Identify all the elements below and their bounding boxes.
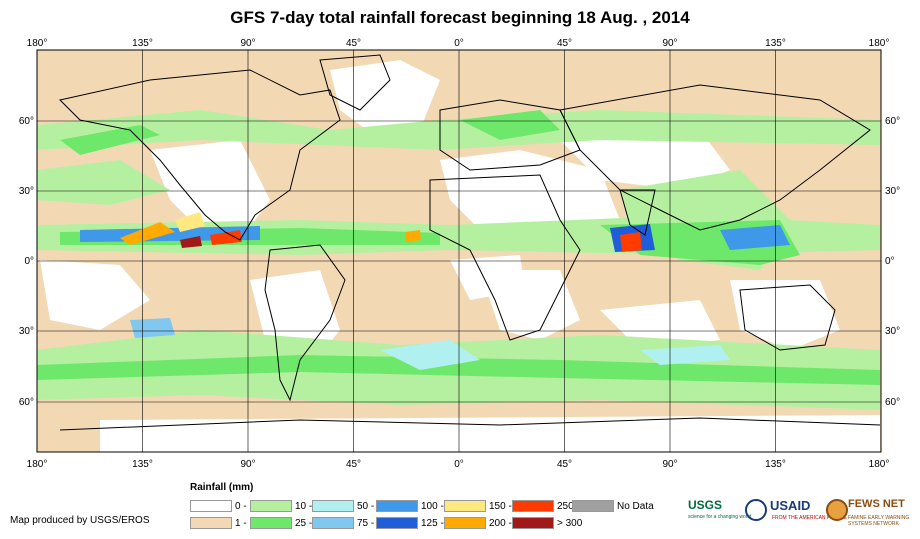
legend-swatch [190, 500, 232, 512]
legend-item: 200 - 250 [444, 517, 537, 529]
legend-item: No Data [572, 500, 665, 512]
legend-label: 50 - 75 [357, 500, 389, 512]
legend-label: > 300 [557, 517, 583, 529]
lon-tick-top: 180° [27, 38, 48, 49]
lon-tick-top: 45° [557, 38, 572, 49]
usgs-tagline: science for a changing world [688, 514, 752, 520]
legend-item: 75 - 100 [312, 517, 405, 529]
legend-label: 75 - 100 [357, 517, 394, 529]
legend-label: 200 - 250 [489, 517, 532, 529]
lon-tick-bottom: 90° [240, 459, 255, 470]
legend-item: 100 - 125 [376, 500, 469, 512]
legend-swatch [444, 517, 486, 529]
legend-swatch [572, 500, 614, 512]
lat-tick-right: 60° [885, 397, 900, 408]
legend-item: 150 - 200 [444, 500, 537, 512]
legend-label: 100 - 125 [421, 500, 464, 512]
legend-item: 10 - 25 [250, 500, 343, 512]
legend-swatch [376, 517, 418, 529]
lon-tick-bottom: 45° [346, 459, 361, 470]
legend-item: 50 - 75 [312, 500, 405, 512]
map-credit: Map produced by USGS/EROS [10, 515, 150, 526]
legend-swatch [312, 517, 354, 529]
legend-swatch [250, 517, 292, 529]
fews-net-logo: FEWS NET [848, 498, 905, 510]
lat-tick-left: 60° [19, 116, 34, 127]
continent-outlines [59, 54, 881, 431]
usaid-seal-icon [745, 499, 767, 521]
legend-label: No Data [617, 500, 654, 512]
lat-tick-right: 0° [885, 256, 895, 267]
lon-tick-top: 180° [869, 38, 890, 49]
lon-tick-top: 90° [662, 38, 677, 49]
legend-item: 1 - 10 [190, 517, 283, 529]
usgs-logo: USGS [688, 498, 723, 512]
lon-tick-top: 135° [765, 38, 786, 49]
legend-swatch [376, 500, 418, 512]
legend-label: 10 - 25 [295, 500, 327, 512]
map-title: GFS 7-day total rainfall forecast beginn… [230, 8, 690, 27]
south-america-outline [264, 244, 346, 402]
lon-tick-bottom: 180° [27, 459, 48, 470]
legend-swatch [312, 500, 354, 512]
africa-outline [429, 174, 581, 341]
legend-swatch [190, 517, 232, 529]
legend-label: 25 - 50 [295, 517, 327, 529]
lon-tick-bottom: 45° [557, 459, 572, 470]
asia-outline [559, 84, 871, 231]
lon-tick-top: 45° [346, 38, 361, 49]
legend-label: 125 - 150 [421, 517, 464, 529]
lon-tick-bottom: 0° [454, 459, 464, 470]
lon-tick-bottom: 180° [869, 459, 890, 470]
lat-tick-left: 30° [19, 326, 34, 337]
lon-tick-bottom: 135° [765, 459, 786, 470]
antarctica-outline [59, 417, 881, 431]
map-frame [36, 49, 882, 453]
fews-net-tagline: FAMINE EARLY WARNING SYSTEMS NETWORK [848, 515, 910, 527]
lon-tick-bottom: 90° [662, 459, 677, 470]
legend-title: Rainfall (mm) [190, 482, 254, 493]
lon-tick-top: 90° [240, 38, 255, 49]
lat-tick-right: 60° [885, 116, 900, 127]
usaid-tagline: FROM THE AMERICAN PEOPLE [772, 515, 847, 521]
lat-tick-right: 30° [885, 326, 900, 337]
legend-item: 0 - 1 [190, 500, 283, 512]
legend-swatch [444, 500, 486, 512]
legend-label: 1 - 10 [235, 517, 261, 529]
greenland-outline [319, 54, 391, 111]
europe-outline [439, 99, 581, 171]
lat-tick-left: 30° [19, 186, 34, 197]
india-outline [619, 189, 656, 236]
lat-tick-right: 30° [885, 186, 900, 197]
legend-swatch [250, 500, 292, 512]
north-america-outline [59, 69, 341, 241]
extreme-rain-spots [120, 212, 642, 252]
legend-label: 0 - 1 [235, 500, 256, 512]
legend-item: > 300 [512, 517, 605, 529]
legend-item: 125 - 150 [376, 517, 469, 529]
lat-tick-left: 60° [19, 397, 34, 408]
lat-tick-left: 0° [24, 256, 34, 267]
fews-net-globe-icon [826, 499, 848, 521]
legend-item: 25 - 50 [250, 517, 343, 529]
lon-tick-bottom: 135° [132, 459, 153, 470]
australia-outline [739, 284, 836, 351]
usaid-logo: USAID [770, 498, 811, 513]
legend-swatch [512, 517, 554, 529]
legend-label: 150 - 200 [489, 500, 532, 512]
lon-tick-top: 0° [454, 38, 464, 49]
legend-swatch [512, 500, 554, 512]
dry-areas [40, 60, 880, 452]
lon-tick-top: 135° [132, 38, 153, 49]
graticule [37, 50, 881, 452]
